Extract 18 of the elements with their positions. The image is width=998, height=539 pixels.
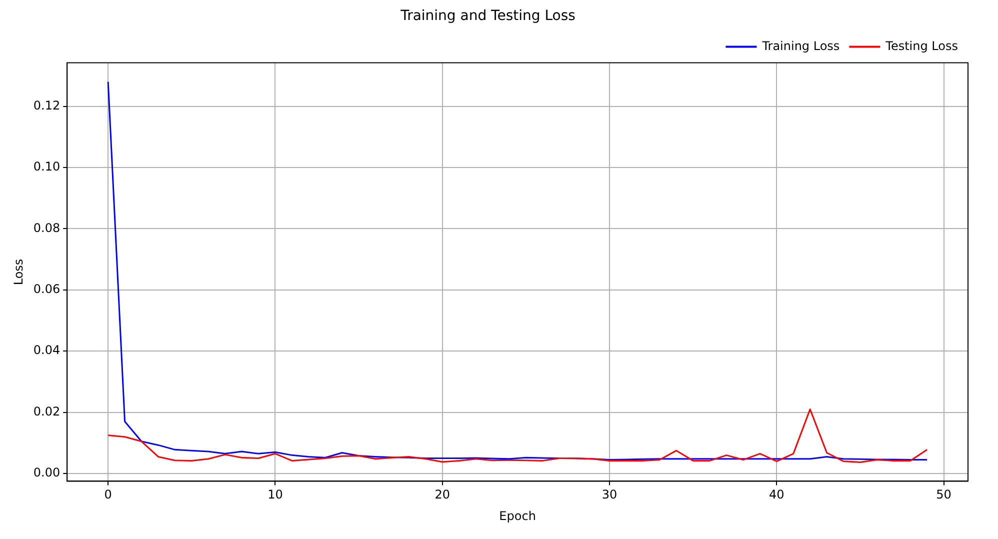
x-tick-label: 30 — [602, 488, 618, 502]
y-tick-label: 0.10 — [33, 160, 60, 174]
x-tick-label: 0 — [104, 488, 112, 502]
y-tick-label: 0.02 — [33, 404, 60, 418]
y-tick-label: 0.06 — [33, 282, 60, 296]
y-tick-label: 0.00 — [33, 466, 60, 480]
x-axis-title: Epoch — [499, 508, 536, 523]
chart-title: Training and Testing Loss — [400, 8, 576, 24]
y-tick-label: 0.08 — [33, 220, 60, 235]
x-tick-label: 10 — [268, 488, 283, 502]
y-axis-title: Loss — [11, 258, 26, 286]
y-tick-label: 0.04 — [33, 343, 60, 358]
y-tick-label: 0.12 — [33, 98, 60, 112]
legend-label: Training Loss — [761, 38, 840, 53]
x-tick-label: 20 — [434, 488, 450, 502]
x-tick-label: 40 — [768, 488, 784, 502]
x-tick-label: 50 — [936, 488, 952, 502]
legend-label: Testing Loss — [884, 38, 958, 53]
